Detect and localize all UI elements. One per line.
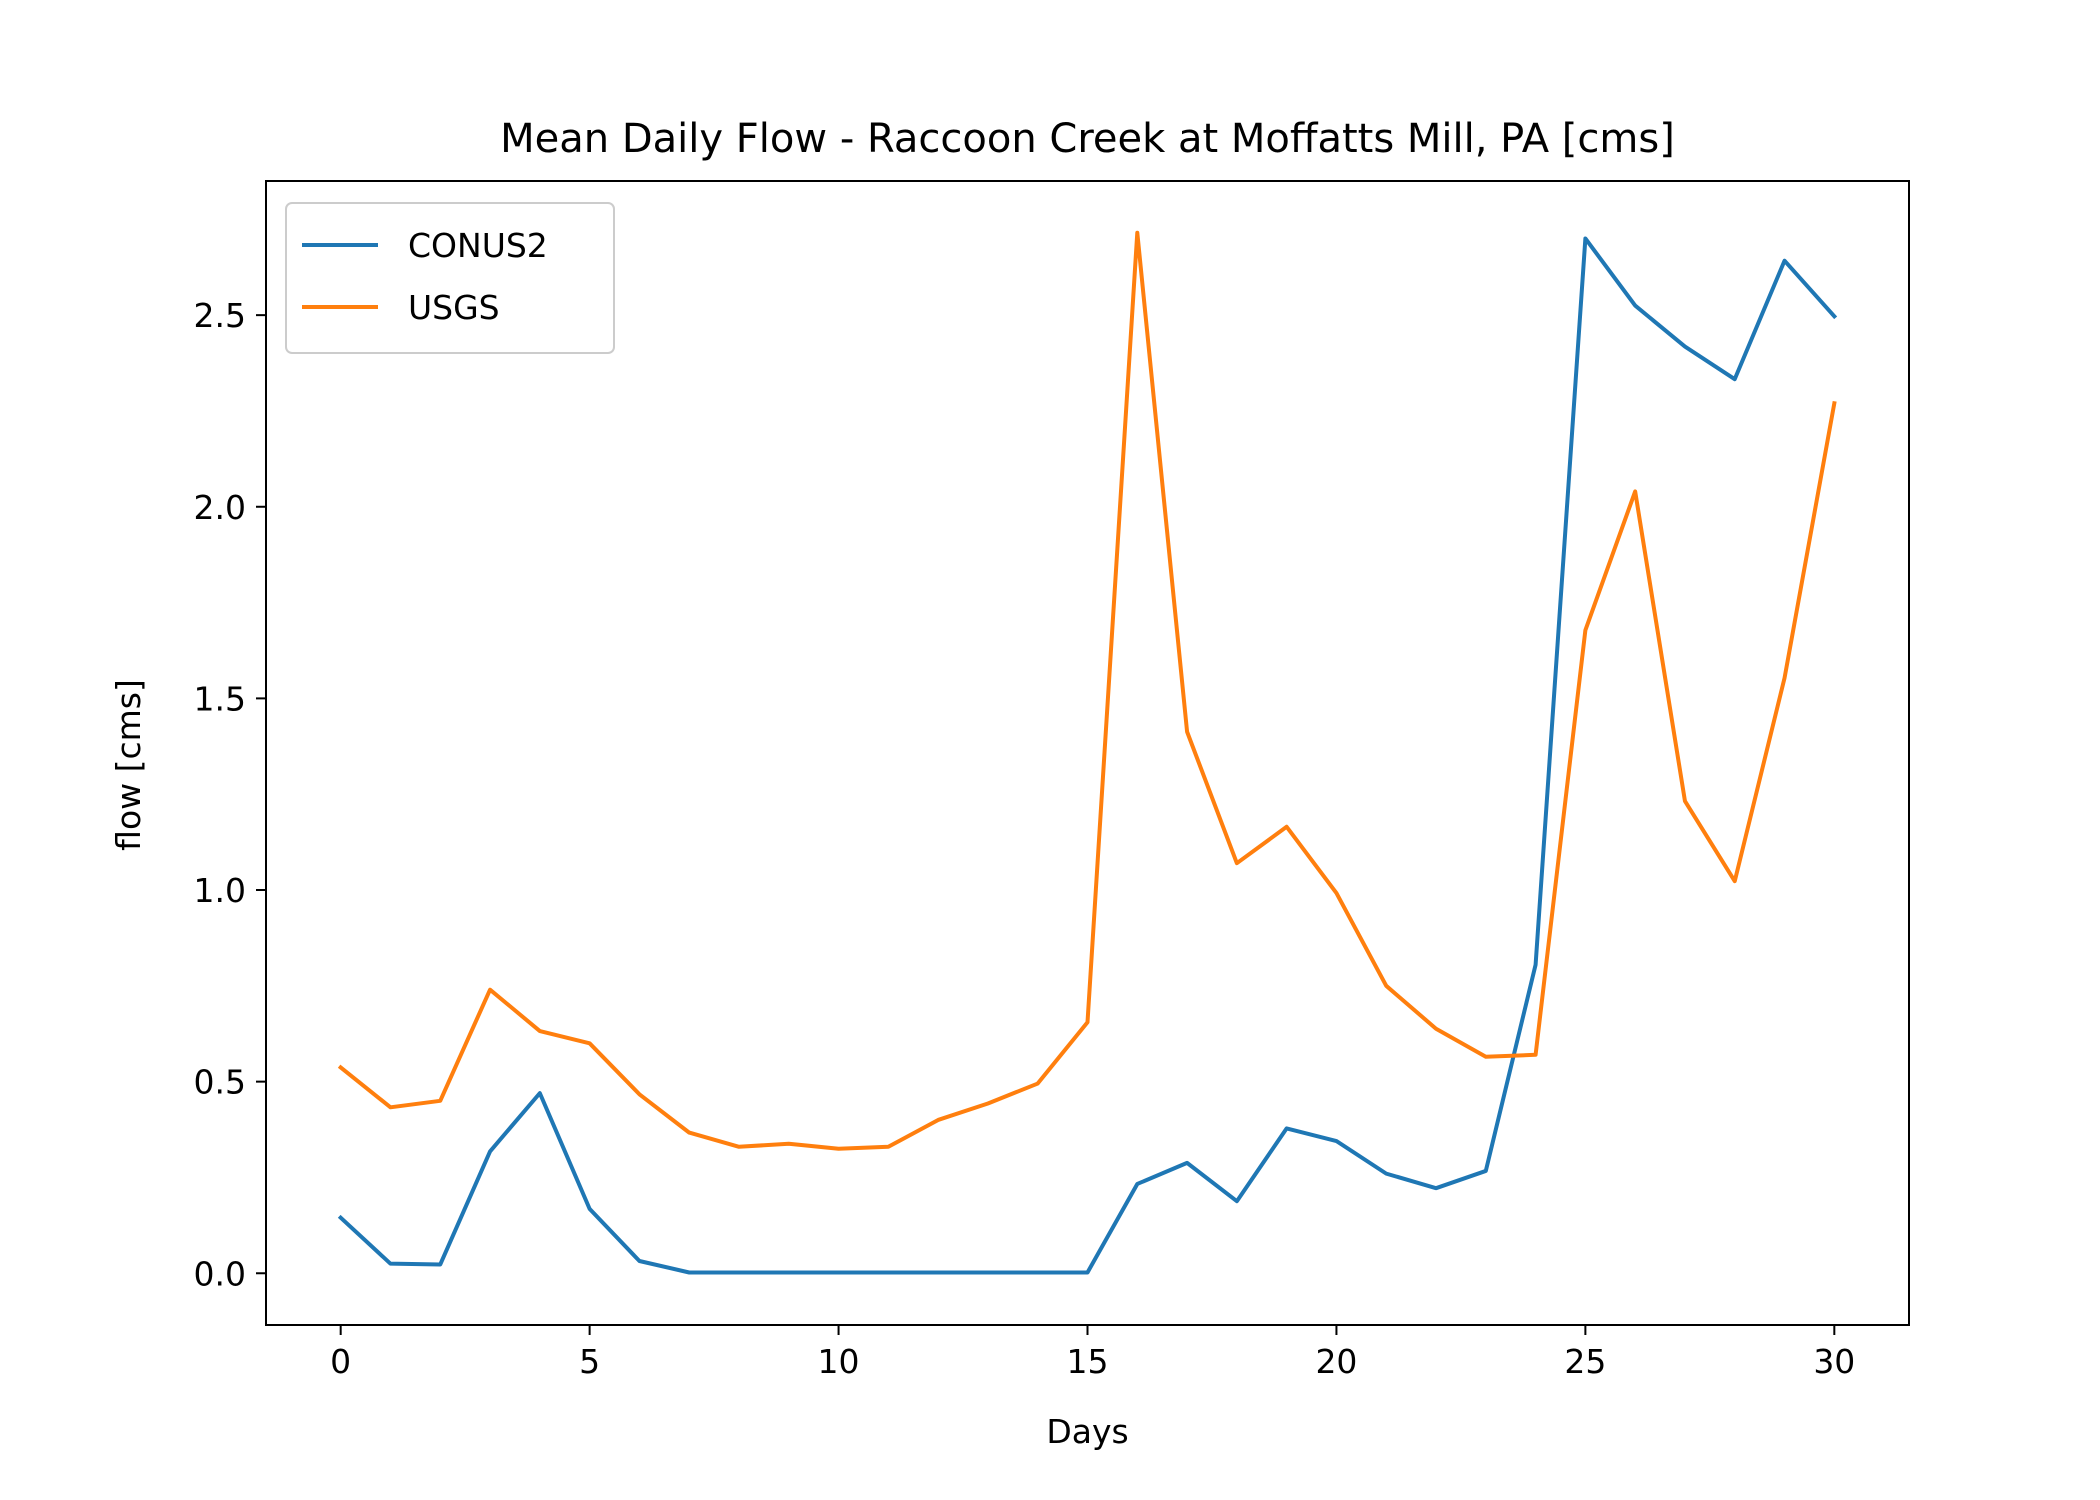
y-tick-label: 0.0 bbox=[194, 1254, 246, 1293]
y-tick-label: 2.5 bbox=[194, 296, 246, 335]
x-tick-label: 0 bbox=[330, 1342, 351, 1381]
x-axis: 0 5 10 15 20 25 30 bbox=[330, 1325, 1855, 1381]
legend-label-conus2: CONUS2 bbox=[408, 226, 548, 265]
x-tick-label: 20 bbox=[1315, 1342, 1357, 1381]
legend-box bbox=[285, 202, 615, 354]
series-line-usgs bbox=[337, 230, 1837, 1151]
series-line-conus2 bbox=[337, 236, 1838, 1275]
y-tick-label: 1.0 bbox=[194, 871, 246, 910]
legend: CONUS2 USGS bbox=[285, 202, 615, 354]
x-axis-label: Days bbox=[1046, 1412, 1128, 1451]
y-tick-label: 2.0 bbox=[194, 488, 246, 527]
y-tick-label: 1.5 bbox=[194, 679, 246, 718]
chart-title: Mean Daily Flow - Raccoon Creek at Moffa… bbox=[500, 116, 1675, 162]
x-tick-label: 30 bbox=[1813, 1342, 1855, 1381]
y-axis-label: flow [cms] bbox=[109, 679, 148, 851]
x-tick-label: 25 bbox=[1564, 1342, 1606, 1381]
y-axis: 0.0 0.5 1.0 1.5 2.0 2.5 bbox=[194, 296, 266, 1293]
x-tick-label: 15 bbox=[1067, 1342, 1109, 1381]
legend-label-usgs: USGS bbox=[408, 288, 500, 327]
y-tick-label: 0.5 bbox=[194, 1063, 246, 1102]
x-tick-label: 5 bbox=[579, 1342, 600, 1381]
x-tick-label: 10 bbox=[818, 1342, 860, 1381]
